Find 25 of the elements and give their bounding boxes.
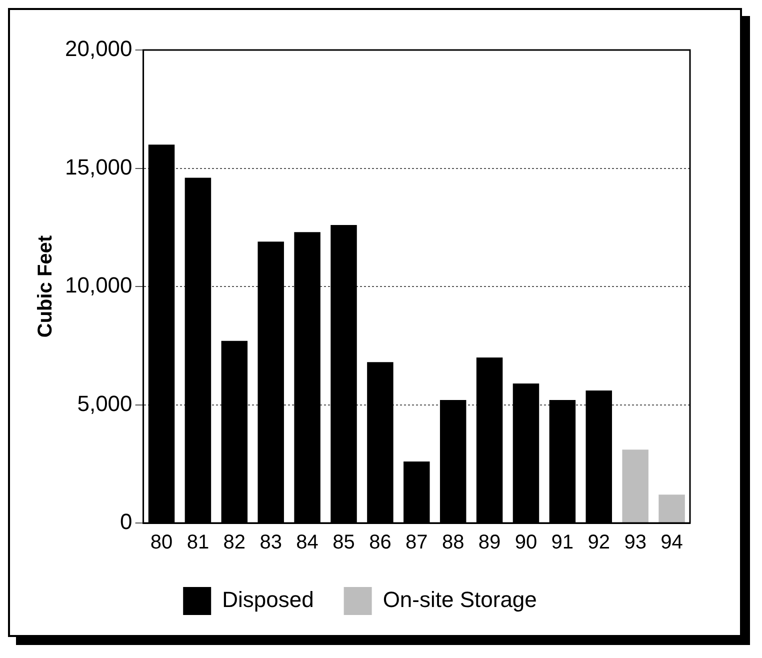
- x-tick-label: 84: [296, 532, 318, 554]
- x-tick-label: 83: [260, 532, 282, 554]
- bar: [622, 450, 648, 522]
- y-axis-title: Cubic Feet: [34, 235, 57, 338]
- y-tick-label: 5,000: [77, 390, 132, 416]
- x-tick-label: 87: [406, 532, 428, 554]
- x-tick-label: 86: [369, 532, 392, 554]
- x-tick-label: 88: [442, 532, 464, 554]
- x-tick-label: 85: [332, 532, 355, 554]
- x-tick-label: 91: [551, 532, 574, 554]
- y-tick-label: 0: [120, 509, 132, 534]
- x-tick-label: 90: [514, 532, 538, 554]
- x-tick-label: 93: [624, 532, 646, 554]
- legend-label: Disposed: [222, 587, 314, 612]
- y-tick-label: 15,000: [64, 154, 132, 180]
- y-tick-label: 20,000: [64, 36, 132, 62]
- bar: [658, 494, 685, 522]
- x-tick-label: 80: [150, 532, 173, 554]
- x-tick-label: 92: [588, 532, 610, 554]
- legend-label: On-site Storage: [382, 587, 537, 612]
- x-tick-label: 94: [660, 532, 683, 554]
- x-tick-label: 89: [478, 532, 501, 554]
- x-tick-label: 81: [186, 532, 210, 554]
- x-tick-label: 82: [223, 532, 246, 554]
- y-tick-label: 10,000: [64, 272, 132, 298]
